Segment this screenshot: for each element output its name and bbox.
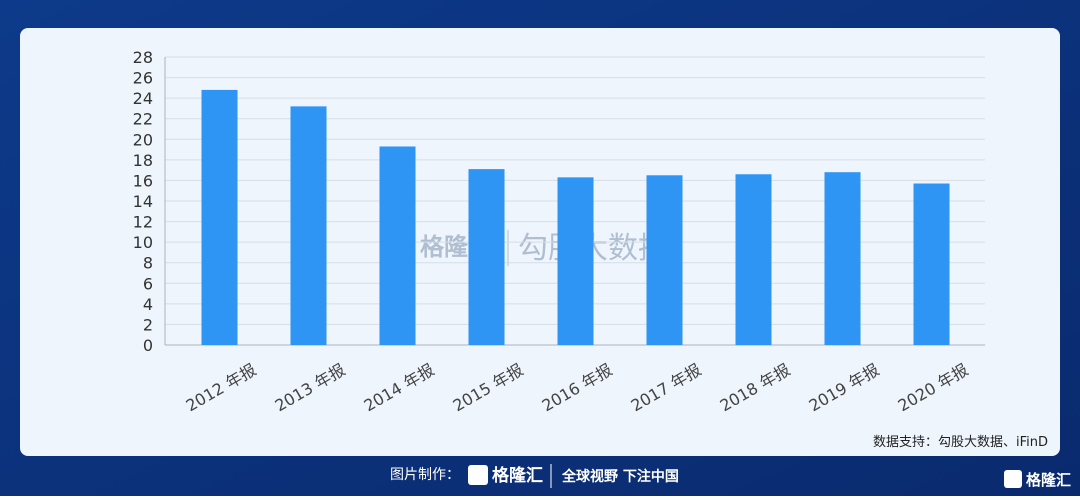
y-tick-label: 14 [133, 192, 153, 211]
bar [201, 89, 238, 346]
bar [735, 174, 772, 345]
y-tick-label: 28 [133, 48, 153, 67]
bar [646, 175, 683, 345]
y-tick-label: 8 [143, 254, 153, 273]
bar [468, 169, 505, 345]
footer-slogan: 全球视野 下注中国 [561, 468, 679, 485]
y-tick-label: 12 [133, 213, 153, 232]
corner-logo-icon [1004, 470, 1022, 488]
source: 数据支持：勾股大数据、iFinD [873, 435, 1048, 450]
bar [557, 177, 594, 345]
made-by: 图片制作： [390, 467, 460, 483]
bar [379, 146, 416, 345]
corner-logo: 格隆汇 [1026, 471, 1071, 489]
watermark: 格隆汇 勾股大数据 [383, 230, 668, 266]
footer-logo [468, 465, 488, 485]
y-tick-label: 10 [133, 233, 153, 252]
y-tick-label: 24 [133, 89, 153, 108]
bar [290, 106, 327, 345]
y-tick-label: 22 [133, 110, 153, 129]
y-tick-label: 6 [143, 274, 153, 293]
y-tick-label: 18 [133, 151, 153, 170]
y-tick-label: 26 [133, 69, 153, 88]
footer-brand: 格隆汇 [492, 465, 543, 486]
y-tick-label: 2 [143, 315, 153, 334]
y-tick-label: 20 [133, 130, 153, 149]
bar [913, 183, 950, 345]
bar [824, 172, 861, 345]
y-tick-label: 4 [143, 295, 153, 314]
y-tick-label: 0 [143, 336, 153, 355]
y-tick-label: 16 [133, 171, 153, 190]
